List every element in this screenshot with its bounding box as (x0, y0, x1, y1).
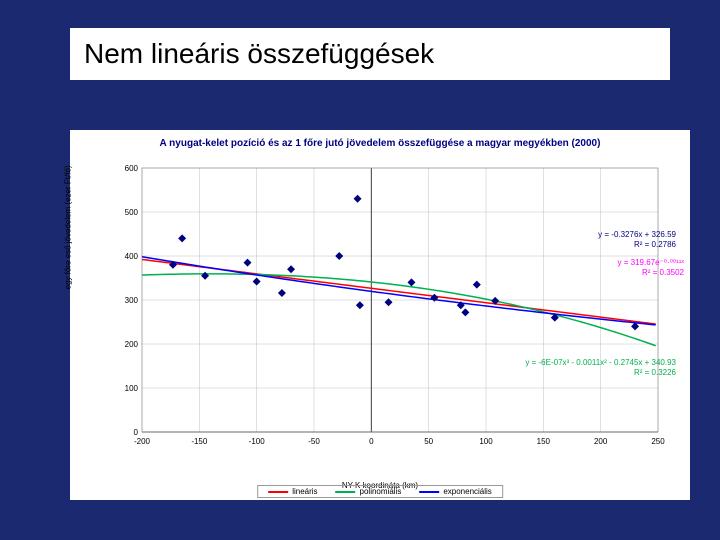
legend-label: lineáris (292, 487, 317, 496)
legend-swatch (336, 491, 356, 493)
svg-text:600: 600 (125, 164, 139, 173)
legend-item-lineáris: lineáris (268, 487, 317, 496)
legend-item-exponenciális: exponenciális (419, 487, 491, 496)
legend-item-polinomiális: polinomiális (336, 487, 402, 496)
svg-text:150: 150 (537, 437, 551, 446)
svg-text:400: 400 (125, 252, 139, 261)
svg-text:-150: -150 (191, 437, 208, 446)
slide: Nem lineáris összefüggések A nyugat-kele… (0, 0, 720, 540)
legend-swatch (268, 491, 288, 493)
svg-text:100: 100 (125, 384, 139, 393)
trendline-polinomiális (142, 274, 656, 346)
data-point (278, 289, 286, 297)
svg-text:250: 250 (651, 437, 665, 446)
svg-text:0: 0 (369, 437, 374, 446)
legend-swatch (419, 491, 439, 493)
svg-text:-50: -50 (308, 437, 320, 446)
legend-label: exponenciális (443, 487, 491, 496)
chart-title: A nyugat-kelet pozíció és az 1 főre jutó… (70, 130, 690, 153)
legend: lineáris polinomiális exponenciális (257, 485, 503, 498)
svg-text:50: 50 (424, 437, 433, 446)
equation-polinomiális: y = -6E-07x³ - 0.0011x² - 0.2745x + 340.… (525, 358, 676, 377)
data-point (201, 272, 209, 280)
chart-svg: 0 100 200 300 400 500 600 -200 -150 -100 -50 0 50 100… (112, 158, 672, 458)
data-point (407, 278, 415, 286)
equation-exponenciális: y = 319.67e⁻⁰·⁰⁰¹¹ˣR² = 0.3502 (618, 258, 685, 277)
data-point (356, 301, 364, 309)
plot-area: 0 100 200 300 400 500 600 -200 -150 -100 -50 0 50 100… (112, 158, 672, 458)
svg-text:300: 300 (125, 296, 139, 305)
chart-container: A nyugat-kelet pozíció és az 1 főre jutó… (70, 130, 690, 500)
data-point (243, 259, 251, 267)
data-point (178, 234, 186, 242)
data-point (461, 308, 469, 316)
data-point (385, 298, 393, 306)
data-point (287, 265, 295, 273)
svg-text:500: 500 (125, 208, 139, 217)
svg-text:0: 0 (134, 428, 139, 437)
data-point (253, 278, 261, 286)
data-point (473, 281, 481, 289)
legend-label: polinomiális (360, 487, 402, 496)
svg-text:100: 100 (479, 437, 493, 446)
data-point (335, 252, 343, 260)
svg-text:200: 200 (594, 437, 608, 446)
title-bar: Nem lineáris összefüggések (70, 28, 670, 80)
slide-title: Nem lineáris összefüggések (84, 38, 434, 70)
svg-text:200: 200 (125, 340, 139, 349)
equation-lineáris: y = -0.3276x + 326.59R² = 0.2786 (598, 230, 676, 249)
svg-text:-100: -100 (249, 437, 266, 446)
y-axis-label: egy főre eső jövedelem (ezer Ft/fő) (64, 165, 73, 289)
data-point (354, 195, 362, 203)
svg-text:-200: -200 (134, 437, 151, 446)
